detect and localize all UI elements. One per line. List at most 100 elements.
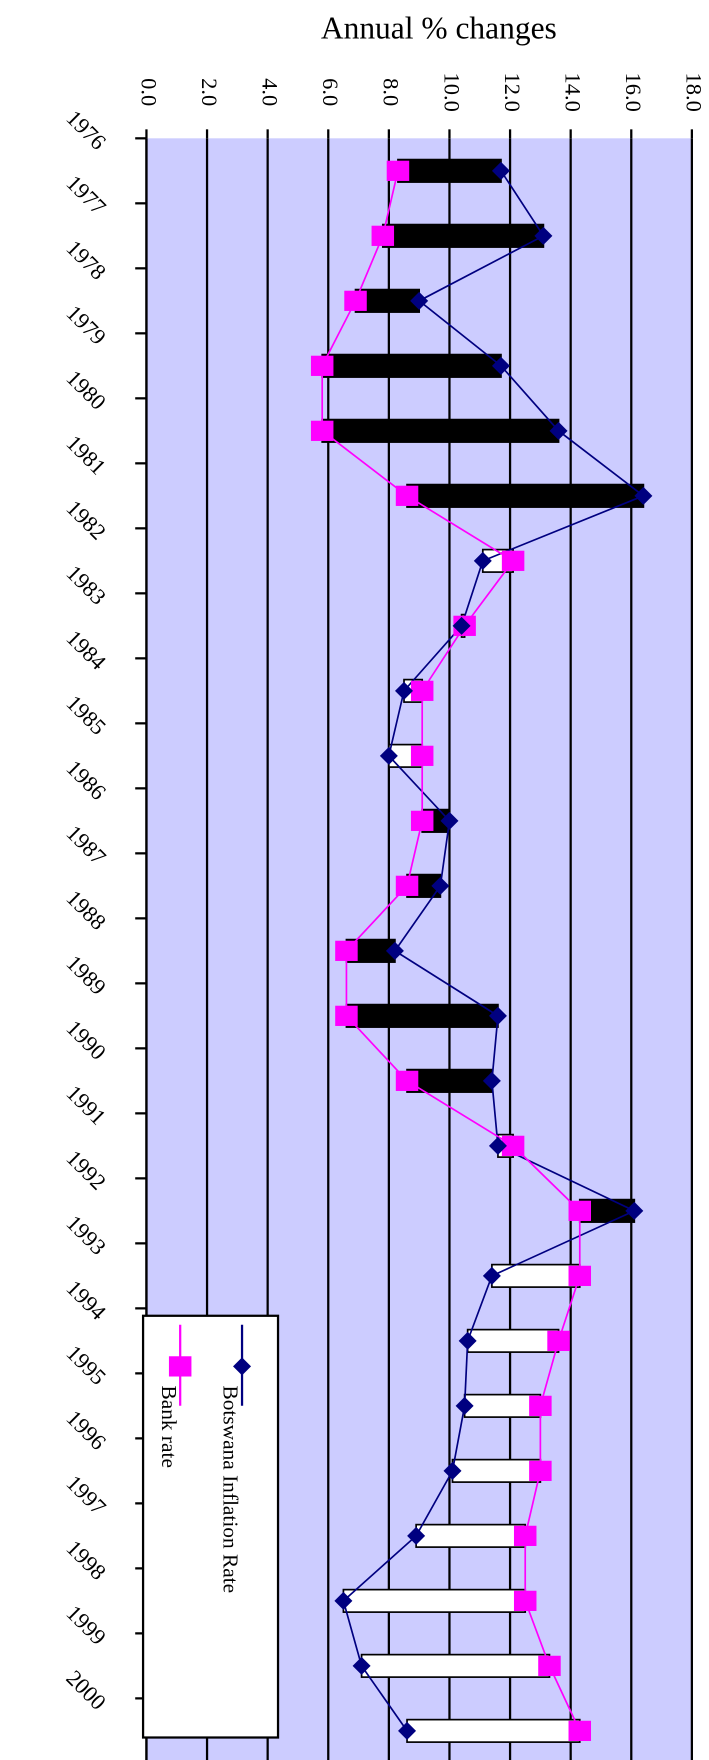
x-tick-label: 10.0: [439, 73, 464, 112]
bank-marker: [344, 290, 367, 311]
inflation-marker: [634, 486, 653, 505]
y-tick-label: 1999: [62, 1600, 111, 1649]
bank-marker: [501, 550, 525, 571]
inflation-marker: [431, 876, 450, 895]
inflation-marker: [491, 161, 510, 180]
legend-label: Bank rate: [157, 1386, 181, 1468]
range-bar: [397, 158, 502, 183]
legend-box: [141, 1314, 280, 1739]
inflation-marker: [482, 1266, 501, 1285]
y-tick-label: 1983: [62, 560, 111, 609]
inflation-marker: [482, 1071, 501, 1090]
inflation-marker: [440, 811, 459, 830]
y-tick-label: 1976: [62, 105, 111, 154]
bank-marker: [568, 1200, 592, 1221]
inflation-marker: [395, 681, 414, 700]
y-tick-label: 1981: [62, 430, 111, 479]
range-bar: [321, 353, 502, 378]
bank-marker: [513, 1525, 537, 1546]
range-bar: [360, 1653, 551, 1678]
inflation-marker: [334, 1591, 353, 1610]
inflation-marker: [379, 746, 398, 765]
bank-marker: [395, 1070, 419, 1091]
y-tick-label: 1991: [62, 1080, 111, 1129]
chart-title: Annual % changes: [321, 11, 557, 46]
inflation-marker: [398, 1721, 417, 1740]
x-tick-label: 14.0: [561, 73, 586, 112]
y-tick-label: 2000: [62, 1665, 111, 1714]
y-tick-label: 1994: [62, 1275, 111, 1324]
range-bar: [463, 1393, 542, 1418]
bank-marker: [501, 1135, 525, 1156]
y-tick-label: 1977: [62, 170, 111, 219]
inflation-marker: [385, 941, 404, 960]
bank-marker: [371, 225, 395, 246]
y-tick-label: 1987: [62, 820, 111, 869]
range-bar: [406, 1718, 581, 1743]
y-tick-label: 1986: [62, 755, 111, 804]
inflation-marker: [410, 291, 429, 310]
inflation-marker: [458, 1331, 477, 1350]
bank-marker: [529, 1395, 552, 1416]
y-tick-label: 1988: [62, 885, 111, 934]
y-tick-label: 1984: [62, 625, 111, 674]
bank-marker: [529, 1460, 552, 1481]
bank-marker: [395, 485, 419, 506]
inflation-marker: [473, 551, 492, 570]
inflation-marker: [534, 226, 553, 245]
legend-marker: [233, 1357, 252, 1376]
y-tick-label: 1990: [62, 1015, 111, 1064]
y-tick-label: 1996: [62, 1405, 111, 1454]
bank-marker: [310, 420, 334, 441]
bank-marker: [513, 1590, 537, 1611]
inflation-marker: [549, 421, 568, 440]
bank-marker: [335, 940, 358, 961]
x-tick-label: 18.0: [682, 73, 707, 112]
y-tick-label: 1979: [62, 300, 111, 349]
y-tick-label: 1985: [62, 690, 111, 739]
inflation-marker: [455, 1396, 474, 1415]
range-bar: [342, 1588, 527, 1613]
legend-label: Botswana Inflation Rate: [219, 1386, 243, 1594]
bank-marker: [386, 160, 410, 181]
range-bar: [491, 1263, 581, 1288]
inflation-marker: [443, 1461, 462, 1480]
y-tick-label: 1998: [62, 1535, 111, 1584]
bank-marker: [410, 680, 434, 701]
bank-marker: [395, 875, 419, 896]
range-bar: [415, 1523, 527, 1548]
range-bar: [321, 418, 560, 443]
bank-marker: [335, 1005, 358, 1026]
y-tick-label: 1989: [62, 950, 111, 999]
bank-marker: [310, 355, 334, 376]
y-tick-label: 1993: [62, 1210, 111, 1259]
x-tick-label: 2.0: [197, 78, 222, 106]
legend-marker: [168, 1356, 192, 1377]
range-bar: [451, 1458, 542, 1483]
range-bar: [381, 223, 545, 248]
inflation-marker: [352, 1656, 371, 1675]
range-bar: [466, 1328, 560, 1353]
y-tick-label: 1978: [62, 235, 111, 284]
y-tick-label: 1980: [62, 365, 111, 414]
bank-marker: [547, 1330, 570, 1351]
x-tick-label: 4.0: [257, 78, 282, 106]
bank-marker: [410, 810, 434, 831]
inflation-marker: [625, 1201, 644, 1220]
range-bar: [406, 483, 645, 508]
y-tick-label: 1992: [62, 1145, 111, 1194]
x-tick-label: 8.0: [379, 78, 404, 106]
bank-marker: [568, 1720, 592, 1741]
bank-marker: [410, 745, 434, 766]
y-tick-label: 1982: [62, 495, 111, 544]
inflation-marker: [452, 616, 471, 635]
inflation-marker: [407, 1526, 426, 1545]
x-tick-label: 12.0: [500, 73, 525, 112]
x-tick-label: 6.0: [318, 78, 343, 106]
x-tick-label: 16.0: [621, 73, 646, 112]
bank-marker: [568, 1265, 592, 1286]
y-tick-label: 1995: [62, 1340, 111, 1389]
y-tick-label: 1997: [62, 1470, 111, 1519]
inflation-marker: [491, 356, 510, 375]
